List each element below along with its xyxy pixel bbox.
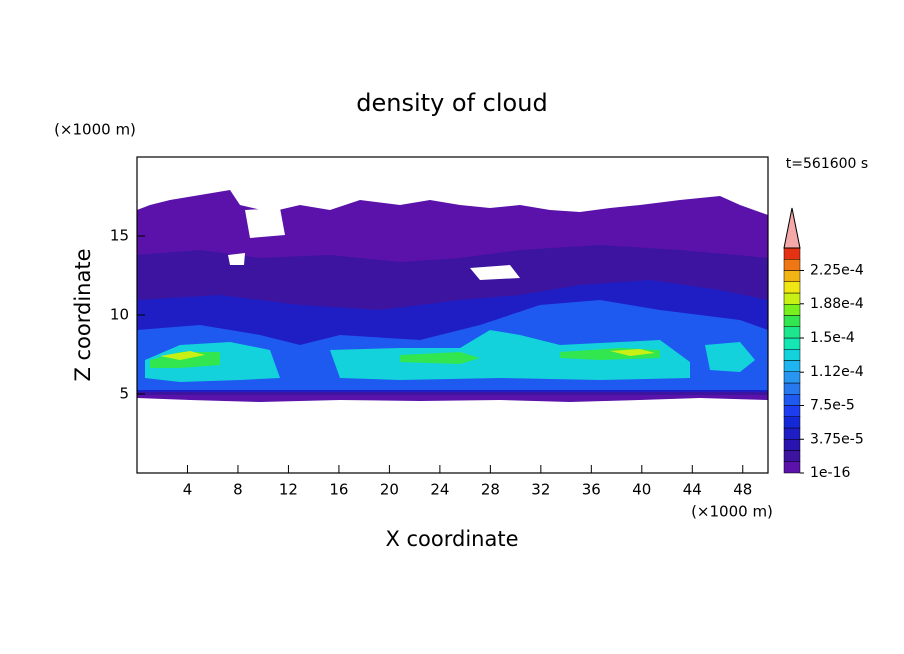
colorbar-band	[783, 326, 801, 339]
colorbar-over	[783, 207, 801, 249]
colorbar-band	[783, 439, 801, 451]
time-label: t=561600 s	[786, 156, 868, 172]
colorbar-band	[783, 371, 801, 384]
colorbar-label: 7.5e-5	[810, 398, 855, 414]
x-tick-label: 32	[531, 481, 550, 499]
y-tick-label: 5	[119, 385, 129, 403]
colorbar-band	[783, 450, 801, 462]
colorbar-label: 1.12e-4	[810, 364, 864, 380]
x-tick-label: 28	[481, 481, 500, 499]
colorbar-label: 1.5e-4	[810, 330, 855, 346]
colorbar-band	[783, 247, 801, 260]
colorbar-band	[783, 461, 801, 474]
y-unit: (×1000 m)	[54, 121, 136, 139]
contour-field	[137, 190, 768, 402]
x-tick-label: 12	[279, 481, 298, 499]
contour-fill	[150, 348, 660, 368]
x-tick-label: 36	[582, 481, 601, 499]
x-tick-label: 8	[233, 481, 243, 499]
x-tick-label: 48	[733, 481, 752, 499]
colorbar-band	[783, 405, 801, 417]
colorbar-band	[783, 394, 801, 406]
x-tick-label: 40	[632, 481, 651, 499]
colorbar-band	[783, 349, 801, 361]
x-tick-label: 24	[430, 481, 449, 499]
chart-title: density of cloud	[356, 89, 547, 117]
colorbar-band	[783, 259, 801, 271]
x-tick-label: 44	[683, 481, 702, 499]
contour-hole	[228, 208, 520, 280]
x-tick-label: 4	[183, 481, 193, 499]
x-tick-label: 16	[329, 481, 348, 499]
colorbar-label: 1e-16	[810, 465, 850, 481]
y-tick-label: 15	[110, 227, 129, 245]
colorbar-label: 2.25e-4	[810, 263, 864, 279]
x-tick-label: 20	[380, 481, 399, 499]
x-axis-label: X coordinate	[385, 527, 518, 551]
colorbar-band	[783, 337, 801, 350]
y-tick-label: 10	[110, 306, 129, 324]
x-unit: (×1000 m)	[691, 503, 773, 521]
y-axis-label: Z coordinate	[71, 248, 95, 381]
colorbar-band	[783, 427, 801, 440]
colorbar-band	[783, 382, 801, 395]
colorbar-label: 1.88e-4	[810, 296, 864, 312]
colorbar-band	[783, 360, 801, 372]
colorbar-band	[783, 270, 801, 282]
colorbar-label: 3.75e-5	[810, 431, 864, 447]
colorbar-band	[783, 281, 801, 294]
colorbar-band	[783, 315, 801, 327]
colorbar-band	[783, 292, 801, 305]
colorbar-band	[783, 416, 801, 429]
colorbar-band	[783, 304, 801, 316]
